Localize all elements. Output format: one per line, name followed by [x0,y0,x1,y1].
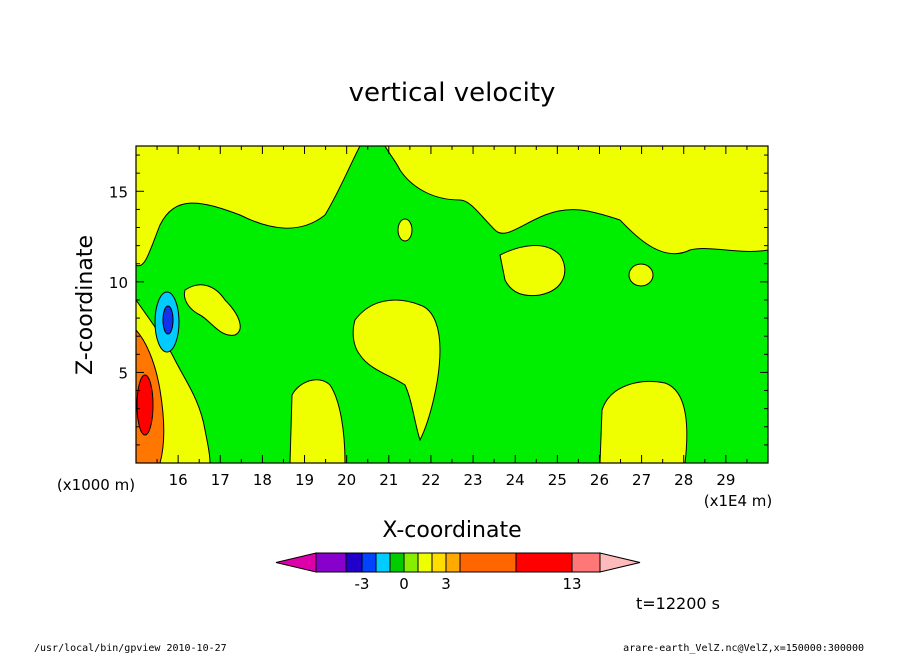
y-unit-label: (x1000 m) [57,476,135,494]
x-tick-label: 21 [379,471,398,489]
contour-max-positive [136,374,154,436]
colorbar-swatch [571,552,601,573]
x-tick-label: 18 [253,471,272,489]
plot-area [135,145,769,464]
chart-title: vertical velocity [349,78,556,108]
x-tick-label: 20 [337,471,356,489]
colorbar-swatch [445,552,461,573]
footer-left: /usr/local/bin/gpview 2010-10-27 [34,643,227,654]
x-tick-label: 29 [716,471,735,489]
colorbar-low-extend [275,552,317,573]
colorbar: -3 0 3 13 [275,552,641,593]
x-tick-label: 25 [548,471,567,489]
colorbar-swatch [459,552,517,573]
colorbar-swatch [389,552,405,573]
contour-positive-left-upper [183,284,241,336]
x-tick-label: 23 [464,471,483,489]
x-tick-label: 28 [674,471,693,489]
colorbar-swatch [345,552,363,573]
colorbar-label: 0 [399,575,409,593]
contour-negative-inner [162,305,174,335]
y-tick-label: 10 [109,274,128,292]
x-tick-label: 27 [632,471,651,489]
x-axis-label: X-coordinate [382,518,521,543]
colorbar-swatch [375,552,391,573]
colorbar-swatch [431,552,447,573]
contour-positive-mid [352,299,441,442]
colorbar-swatch [315,552,347,573]
x-tick-label: 24 [506,471,525,489]
contour-positive-right [499,245,566,297]
colorbar-swatch [515,552,573,573]
time-label: t=12200 s [636,594,720,613]
contour-positive-lower-right [599,380,688,463]
contour-positive-top [136,146,361,267]
colorbar-swatch [403,552,419,573]
y-tick-label: 5 [118,364,128,382]
contour-positive-upper [384,146,768,255]
x-tick-label: 22 [421,471,440,489]
y-axis: 5 10 15 [109,154,768,446]
y-tick-label: 15 [109,183,128,201]
contour-positive-small-2 [628,263,654,287]
x-tick-label: 17 [211,471,230,489]
x-tick-label: 16 [169,471,188,489]
x-unit-label: (x1E4 m) [704,492,773,510]
colorbar-label: -3 [355,575,370,593]
y-axis-label: Z-coordinate [73,235,98,375]
x-axis: 16 17 18 19 20 21 22 23 24 25 26 27 28 29 [156,146,748,489]
x-tick-label: 19 [295,471,314,489]
contour-positive-small-1 [397,218,413,242]
colorbar-swatch [417,552,433,573]
colorbar-swatch [361,552,377,573]
footer-right: arare-earth_VelZ.nc@VelZ,x=150000:300000 [623,643,864,654]
colorbar-label: 13 [562,575,581,593]
x-tick-label: 26 [590,471,609,489]
colorbar-label: 3 [441,575,451,593]
contour-positive-lower-mid [289,379,346,463]
colorbar-high-extend [599,552,641,573]
